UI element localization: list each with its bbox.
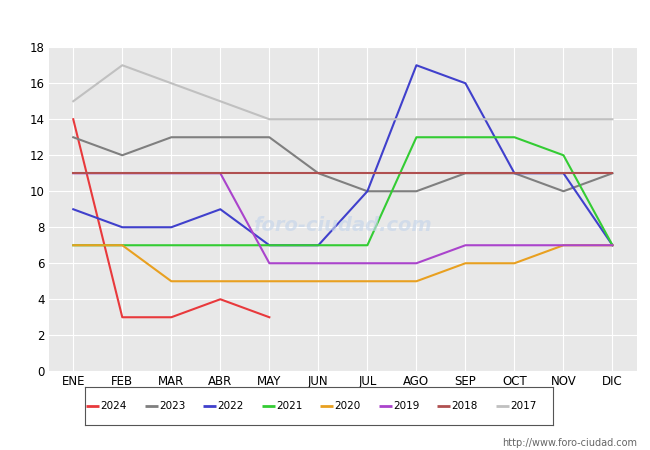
Text: Afiliados en Herramélluri a 31/5/2024: Afiliados en Herramélluri a 31/5/2024 xyxy=(182,9,468,24)
Text: 2018: 2018 xyxy=(452,401,478,411)
Text: 2024: 2024 xyxy=(101,401,127,411)
Text: 2021: 2021 xyxy=(276,401,302,411)
Text: foro-ciudad.com: foro-ciudad.com xyxy=(254,216,432,235)
Text: 2023: 2023 xyxy=(159,401,185,411)
Text: http://www.foro-ciudad.com: http://www.foro-ciudad.com xyxy=(502,438,637,448)
Text: 2019: 2019 xyxy=(393,401,419,411)
Text: 2017: 2017 xyxy=(510,401,536,411)
Text: 2022: 2022 xyxy=(218,401,244,411)
Text: 2020: 2020 xyxy=(335,401,361,411)
